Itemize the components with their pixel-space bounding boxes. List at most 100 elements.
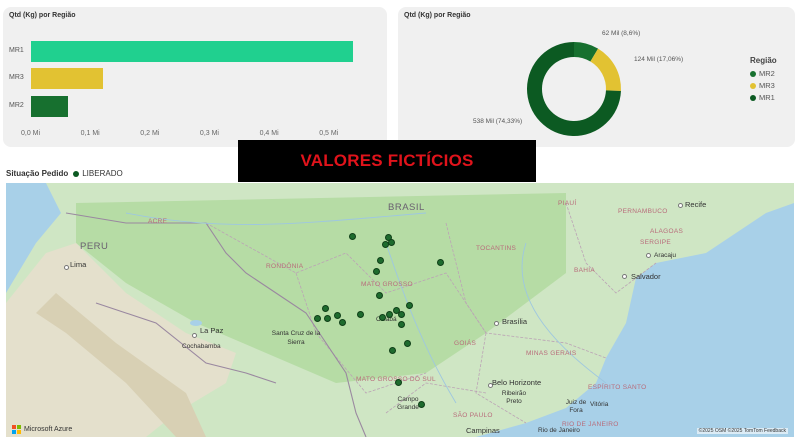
donut-chart-title: Qtd (Kg) por Região bbox=[404, 12, 471, 19]
donut-chart-card: Qtd (Kg) por Região 62 Mil (8,6%) 124 Mi… bbox=[398, 7, 795, 147]
filter-title: Situação Pedido bbox=[6, 169, 69, 178]
map-label-brasil: BRASIL bbox=[388, 202, 425, 213]
city-label-ribeirao-preto: Ribeirão Preto bbox=[501, 390, 527, 405]
map-point[interactable] bbox=[389, 347, 396, 354]
city-label-rio-de-janeiro: Rio de Janeiro bbox=[538, 427, 580, 434]
map-point[interactable] bbox=[398, 311, 405, 318]
city-marker-recife bbox=[678, 203, 683, 208]
map-visual[interactable]: BRASIL PERU ACRE RONDÔNIA MATO GROSSO TO… bbox=[6, 183, 794, 437]
map-label-goias: GOIÁS bbox=[454, 340, 477, 347]
map-label-minas-gerais: MINAS GERAIS bbox=[526, 350, 577, 357]
bar-mr2[interactable] bbox=[31, 96, 68, 117]
map-label-sao-paulo: SÃO PAULO bbox=[453, 412, 493, 419]
city-label-lima: Lima bbox=[70, 260, 87, 269]
map-label-peru: PERU bbox=[80, 241, 109, 252]
legend-label: MR2 bbox=[759, 69, 775, 78]
map-point[interactable] bbox=[349, 233, 356, 240]
city-label-campinas: Campinas bbox=[466, 426, 500, 435]
city-marker-aracaju bbox=[646, 253, 651, 258]
donut-slice-mr1[interactable] bbox=[527, 42, 621, 136]
map-point[interactable] bbox=[357, 311, 364, 318]
filter-value: LIBERADO bbox=[82, 169, 123, 178]
map-point[interactable] bbox=[377, 257, 384, 264]
donut-slice-mr3[interactable] bbox=[590, 48, 621, 92]
bar-axis-tick-label: 0,1 Mi bbox=[80, 130, 100, 137]
bar-axis-tick-label: 0,5 Mi bbox=[319, 130, 339, 137]
map-point[interactable] bbox=[386, 311, 393, 318]
map-point[interactable] bbox=[314, 315, 321, 322]
map-label-mato-grosso: MATO GROSSO bbox=[361, 281, 413, 288]
fictitious-values-banner: VALORES FICTÍCIOS bbox=[238, 140, 536, 182]
map-point[interactable] bbox=[339, 319, 346, 326]
legend-item-mr2[interactable]: MR2 bbox=[750, 69, 775, 78]
legend-item-mr3[interactable]: MR3 bbox=[750, 81, 775, 90]
map-point[interactable] bbox=[376, 292, 383, 299]
map-point[interactable] bbox=[373, 268, 380, 275]
map-label-bahia: BAHIA bbox=[574, 267, 596, 274]
legend-title: Região bbox=[750, 56, 777, 65]
city-label-juiz-de-fora: Juiz de Fora bbox=[565, 399, 587, 414]
map-point[interactable] bbox=[404, 340, 411, 347]
map-point[interactable] bbox=[437, 259, 444, 266]
city-label-campo-grande: Campo Grande bbox=[397, 396, 419, 411]
bar-axis-tick-label: 0,2 Mi bbox=[140, 130, 160, 137]
bar-category-label: MR1 bbox=[9, 47, 24, 54]
city-label-vitoria: Vitória bbox=[590, 401, 609, 408]
legend-label: MR3 bbox=[759, 81, 775, 90]
city-label-aracaju: Aracaju bbox=[654, 252, 677, 259]
legend-item-mr1[interactable]: MR1 bbox=[750, 93, 775, 102]
filter-situacao-pedido[interactable]: Situação Pedido LIBERADO bbox=[6, 169, 123, 178]
donut-label-mr2: 62 Mil (8,6%) bbox=[602, 30, 641, 37]
filter-dot-icon bbox=[73, 170, 80, 177]
map-label-tocantins: TOCANTINS bbox=[476, 245, 517, 252]
bar-axis-tick-label: 0,3 Mi bbox=[199, 130, 219, 137]
map-point[interactable] bbox=[398, 321, 405, 328]
city-label-belo-horizonte: Belo Horizonte bbox=[492, 378, 542, 387]
map-attribution[interactable]: ©2025 OSM ©2025 TomTom Feedback bbox=[696, 428, 788, 434]
bar-chart-card: Qtd (Kg) por Região MR1 MR3 MR2 0,0 Mi 0,1 M… bbox=[3, 7, 387, 147]
bar-mr3[interactable] bbox=[31, 68, 103, 89]
bar-axis-tick-label: 0,4 Mi bbox=[259, 130, 279, 137]
legend-label: MR1 bbox=[759, 93, 775, 102]
city-label-cuiaba: Cuiabá bbox=[376, 316, 397, 323]
map-label-piaui: PIAUÍ bbox=[558, 200, 577, 207]
brand-label: Microsoft Azure bbox=[24, 426, 73, 433]
map-label-sergipe: SERGIPE bbox=[640, 239, 671, 246]
map-label-alagoas: ALAGOAS bbox=[650, 228, 684, 235]
microsoft-azure-logo: Microsoft Azure bbox=[12, 425, 72, 434]
donut-slice-mr2[interactable] bbox=[574, 42, 599, 62]
map-point[interactable] bbox=[324, 315, 331, 322]
map-label-pernambuco: PERNAMBUCO bbox=[618, 208, 668, 215]
map-point[interactable] bbox=[395, 379, 402, 386]
map-point[interactable] bbox=[406, 302, 413, 309]
map-point[interactable] bbox=[388, 239, 395, 246]
map-point[interactable] bbox=[418, 401, 425, 408]
city-label-cochabamba: Cochabamba bbox=[182, 343, 221, 350]
bar-category-label: MR2 bbox=[9, 102, 24, 109]
city-label-santa-cruz: Santa Cruz de la Sierra bbox=[271, 330, 321, 346]
city-label-brasilia: Brasília bbox=[502, 317, 528, 326]
city-marker-lima bbox=[64, 265, 69, 270]
legend-dot-icon bbox=[750, 94, 756, 101]
bar-mr1[interactable] bbox=[31, 41, 354, 62]
city-marker-belo-horizonte bbox=[488, 383, 493, 388]
map-point[interactable] bbox=[382, 241, 389, 248]
city-marker-brasilia bbox=[494, 321, 499, 326]
city-label-recife: Recife bbox=[685, 200, 707, 209]
donut-chart[interactable] bbox=[524, 34, 624, 144]
map-label-acre: ACRE bbox=[148, 218, 168, 225]
map-point[interactable] bbox=[379, 314, 386, 321]
city-marker-salvador bbox=[622, 274, 627, 279]
city-label-la-paz: La Paz bbox=[200, 326, 224, 335]
legend-dot-icon bbox=[750, 82, 756, 89]
map-point[interactable] bbox=[393, 307, 400, 314]
city-marker-la-paz bbox=[192, 333, 197, 338]
legend-dot-icon bbox=[750, 70, 756, 77]
banner-text: VALORES FICTÍCIOS bbox=[300, 151, 474, 170]
donut-label-mr1: 538 Mil (74,33%) bbox=[473, 118, 523, 125]
map-point[interactable] bbox=[322, 305, 329, 312]
map-point[interactable] bbox=[334, 312, 341, 319]
map-label-espirito-santo: ESPÍRITO SANTO bbox=[588, 384, 647, 391]
map-label-rondonia: RONDÔNIA bbox=[266, 263, 304, 270]
bar-axis-tick-label: 0,0 Mi bbox=[21, 130, 41, 137]
